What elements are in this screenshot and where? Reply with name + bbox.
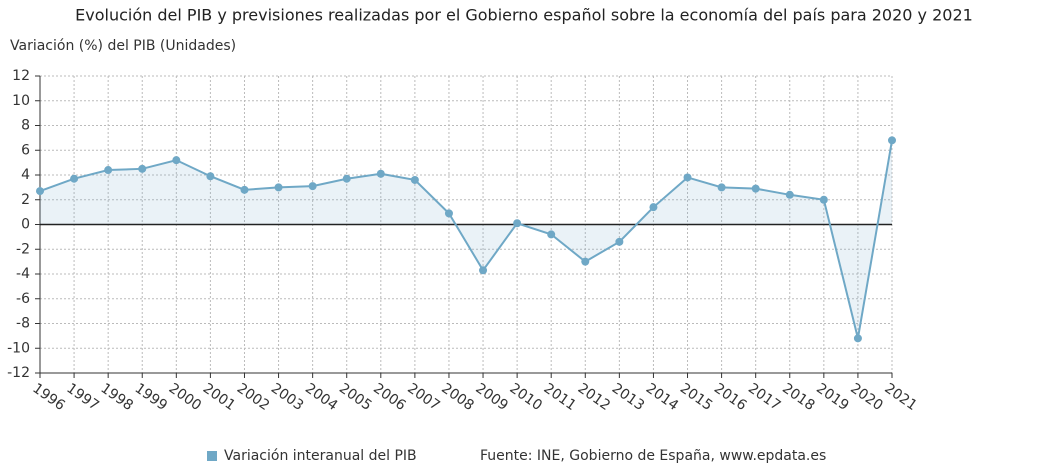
x-tick-label: 2020 [847,380,885,414]
y-tick-label: 12 [12,68,30,84]
y-tick-label: -8 [16,316,30,332]
x-tick-label: 1999 [132,380,170,414]
chart-title: Evolución del PIB y previsiones realizad… [75,6,973,25]
x-tick-label: 2021 [881,380,919,414]
x-tick-label: 1997 [63,380,101,414]
y-tick-label: -2 [16,241,30,257]
x-tick-label: 2012 [575,380,613,414]
point [70,174,79,183]
point [410,175,419,184]
point [240,185,249,194]
y-tick-label: 10 [12,93,30,109]
x-tick-label: 1996 [29,380,67,414]
x-tick-label: 2014 [643,380,681,414]
point [376,169,385,178]
y-tick-label: 8 [21,118,30,134]
x-tick-label: 2004 [302,380,340,414]
point [717,183,726,192]
point [138,164,147,173]
point [444,209,453,218]
x-tick-label: 2008 [438,380,476,414]
x-tick-label: 2006 [370,380,408,414]
y-tick-label: -12 [7,365,30,381]
x-tick-label: 2002 [234,380,272,414]
point [649,203,658,212]
x-tick-label: 2010 [507,380,545,414]
y-tick-label: 4 [21,167,30,183]
point [683,173,692,182]
x-tick-label: 2017 [745,380,783,414]
x-tick-label: 2000 [166,380,204,414]
x-tick-label: 2016 [711,380,749,414]
y-tick-label: 0 [21,217,30,233]
y-tick-label: 2 [21,192,30,208]
legend-swatch [207,451,217,461]
x-tick-label: 2018 [779,380,817,414]
y-tick-label: -6 [16,291,30,307]
point [547,230,556,239]
point [853,334,862,343]
point [819,195,828,204]
x-tick-label: 2003 [268,380,306,414]
x-tick-label: 2001 [200,380,238,414]
point [888,136,896,145]
point [274,183,283,192]
x-tick-label: 2013 [609,380,647,414]
point [513,219,522,228]
line [39,140,893,339]
point [615,237,624,246]
x-tick-label: 2011 [541,380,579,414]
legend-label: Variación interanual del PIB [224,448,417,464]
x-tick-label: 2009 [472,380,510,414]
point [36,187,44,196]
point [785,190,794,199]
point [172,156,181,165]
x-tick-label: 2005 [336,380,374,414]
point [308,182,317,191]
x-tick-label: 2015 [677,380,715,414]
x-tick-label: 1998 [98,380,136,414]
point [342,174,351,183]
y-tick-label: 6 [21,142,30,158]
point [581,257,590,266]
point [751,184,760,193]
point [479,266,488,275]
point [104,166,113,175]
x-tick-label: 2007 [404,380,442,414]
y-axis-label: Variación (%) del PIB (Unidades) [10,38,236,54]
point [206,172,215,181]
area [40,140,892,339]
x-tick-label: 2019 [813,380,851,414]
y-tick-label: -4 [16,266,30,282]
y-tick-label: -10 [7,340,30,356]
source: Fuente: INE, Gobierno de España, www.epd… [480,448,826,464]
